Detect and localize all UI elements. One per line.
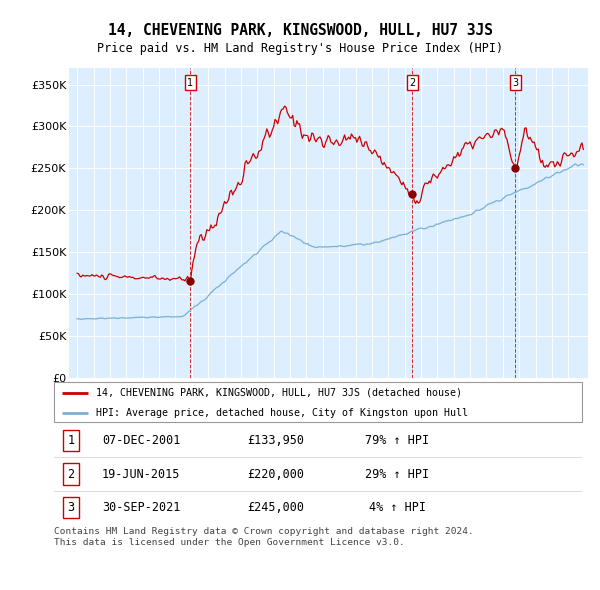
Text: 19-JUN-2015: 19-JUN-2015	[102, 467, 181, 481]
Text: Price paid vs. HM Land Registry's House Price Index (HPI): Price paid vs. HM Land Registry's House …	[97, 42, 503, 55]
Text: 14, CHEVENING PARK, KINGSWOOD, HULL, HU7 3JS (detached house): 14, CHEVENING PARK, KINGSWOOD, HULL, HU7…	[96, 388, 462, 398]
Text: 1: 1	[67, 434, 74, 447]
Text: 3: 3	[512, 78, 518, 88]
Text: £133,950: £133,950	[247, 434, 304, 447]
Text: £220,000: £220,000	[247, 467, 304, 481]
Text: 1: 1	[187, 78, 194, 88]
Text: HPI: Average price, detached house, City of Kingston upon Hull: HPI: Average price, detached house, City…	[96, 408, 468, 418]
FancyBboxPatch shape	[54, 382, 582, 422]
Text: 29% ↑ HPI: 29% ↑ HPI	[365, 467, 429, 481]
Text: 2: 2	[67, 467, 74, 481]
Text: 14, CHEVENING PARK, KINGSWOOD, HULL, HU7 3JS: 14, CHEVENING PARK, KINGSWOOD, HULL, HU7…	[107, 23, 493, 38]
Text: 2: 2	[409, 78, 415, 88]
Text: 07-DEC-2001: 07-DEC-2001	[102, 434, 181, 447]
Text: 3: 3	[67, 501, 74, 514]
Text: 4% ↑ HPI: 4% ↑ HPI	[368, 501, 426, 514]
Text: Contains HM Land Registry data © Crown copyright and database right 2024.
This d: Contains HM Land Registry data © Crown c…	[54, 527, 474, 547]
Text: £245,000: £245,000	[247, 501, 304, 514]
Text: 30-SEP-2021: 30-SEP-2021	[102, 501, 181, 514]
Text: 79% ↑ HPI: 79% ↑ HPI	[365, 434, 429, 447]
